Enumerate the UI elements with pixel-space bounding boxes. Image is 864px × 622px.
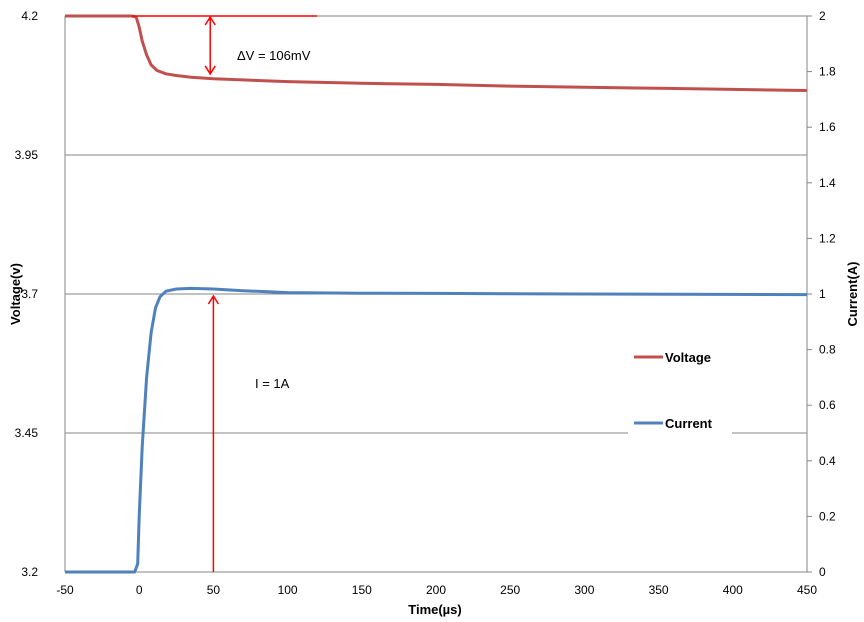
x-axis-title: Time(µs): [408, 602, 462, 617]
x-tick-label: 450: [797, 583, 817, 597]
left-tick-label: 4.2: [21, 9, 38, 23]
left-tick-label: 3.45: [15, 426, 39, 440]
left-axis-ticks: 3.2 3.45 3.7 3.95 4.2: [15, 9, 39, 579]
left-tick-label: 3.95: [15, 148, 39, 162]
series-layer: [65, 14, 808, 574]
legend-current-label: Current: [665, 416, 713, 431]
right-axis-ticks: 0 0.2 0.4 0.6 0.8 1 1.2 1.4 1.6 1.8 2: [807, 9, 836, 579]
left-y-axis-title: Voltage(v): [8, 263, 23, 325]
right-tick-label: 1.8: [819, 65, 836, 79]
current-annotation: I = 1A: [255, 376, 290, 391]
x-tick-label: -50: [56, 583, 74, 597]
left-tick-label: 3.2: [21, 565, 38, 579]
right-tick-label: 0: [819, 565, 826, 579]
series-line-current: [65, 286, 808, 574]
x-tick-label: 100: [278, 583, 298, 597]
delta-v-arrowhead-bottom: [204, 65, 216, 76]
right-tick-label: 1.4: [819, 176, 836, 190]
current-arrowhead: [207, 294, 220, 305]
right-tick-label: 0.8: [819, 343, 836, 357]
x-tick-label: 50: [207, 583, 221, 597]
delta-v-arrowhead-top: [204, 15, 216, 26]
right-tick-label: 1.2: [819, 231, 836, 245]
delta-v-annotation: ΔV = 106mV: [237, 48, 311, 63]
x-tick-label: 350: [649, 583, 669, 597]
x-tick-label: 400: [723, 583, 743, 597]
annotation-layer: ΔV = 106mV I = 1A: [131, 15, 318, 572]
x-axis-ticks: -50 0 50 100 150 200 250 300 350 400 450: [56, 583, 817, 597]
x-tick-label: 300: [574, 583, 594, 597]
x-tick-label: 0: [136, 583, 143, 597]
right-tick-label: 0.6: [819, 398, 836, 412]
right-tick-label: 1.6: [819, 120, 836, 134]
x-tick-label: 200: [426, 583, 446, 597]
right-tick-label: 1: [819, 287, 826, 301]
x-tick-label: 250: [500, 583, 520, 597]
left-tick-label: 3.7: [21, 287, 38, 301]
x-tick-label: 150: [352, 583, 372, 597]
right-tick-label: 2: [819, 9, 826, 23]
right-tick-label: 0.2: [819, 509, 836, 523]
legend-voltage-label: Voltage: [665, 350, 711, 365]
right-y-axis-title: Current(A): [845, 262, 860, 327]
series-line-voltage: [65, 14, 808, 92]
legend: Voltage Current: [628, 340, 732, 440]
right-tick-label: 0.4: [819, 454, 836, 468]
